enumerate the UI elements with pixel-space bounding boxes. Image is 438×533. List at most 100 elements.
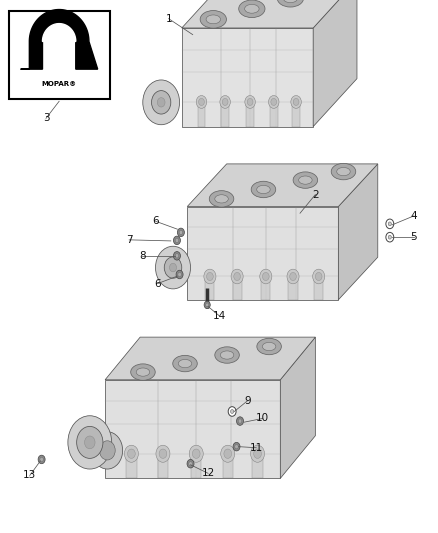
Text: 9: 9 [244,396,251,406]
Ellipse shape [262,342,276,351]
Circle shape [386,219,394,229]
Circle shape [178,272,181,277]
Ellipse shape [173,356,197,372]
Ellipse shape [293,172,318,188]
Circle shape [127,449,135,458]
Bar [233,274,242,300]
Ellipse shape [220,351,234,359]
Text: 6: 6 [154,279,161,288]
Circle shape [189,445,203,462]
Polygon shape [105,379,280,479]
Ellipse shape [239,0,265,18]
Bar [126,451,137,479]
Text: 4: 4 [410,211,417,221]
Ellipse shape [215,347,239,364]
Bar [158,451,168,479]
Ellipse shape [178,359,192,368]
Ellipse shape [244,4,259,13]
Circle shape [38,455,45,464]
Polygon shape [338,164,378,300]
Text: 5: 5 [410,232,417,242]
Circle shape [293,99,299,106]
Bar [223,451,233,479]
Ellipse shape [131,364,155,381]
Circle shape [251,445,265,462]
Circle shape [290,272,297,280]
Bar [205,274,215,300]
Circle shape [238,419,242,423]
Bar [246,99,254,127]
Text: 8: 8 [139,251,146,261]
Circle shape [173,236,180,245]
Ellipse shape [215,195,228,203]
Circle shape [179,230,183,235]
Circle shape [143,80,180,125]
Circle shape [155,246,191,289]
Text: 7: 7 [126,235,133,245]
Circle shape [247,99,253,106]
Text: 14: 14 [212,311,226,320]
Text: 6: 6 [152,216,159,226]
Circle shape [164,257,182,278]
Circle shape [237,417,244,425]
Bar [9,11,110,99]
Text: 11: 11 [250,443,263,453]
Circle shape [268,95,279,108]
Circle shape [99,441,115,460]
Polygon shape [182,28,313,127]
Circle shape [287,269,299,284]
Circle shape [204,301,210,309]
Polygon shape [105,337,315,379]
Bar [252,451,263,479]
Circle shape [224,449,232,458]
Text: MOPAR®: MOPAR® [42,80,77,87]
Ellipse shape [206,15,220,24]
Bar [270,99,278,127]
Circle shape [271,99,277,106]
Circle shape [152,91,171,114]
Circle shape [192,449,200,458]
Polygon shape [187,164,378,206]
Circle shape [221,445,235,462]
Circle shape [77,426,103,458]
Ellipse shape [299,176,312,184]
Circle shape [175,254,179,258]
Circle shape [159,449,167,458]
Circle shape [176,270,183,279]
Circle shape [230,409,234,414]
Circle shape [68,416,112,469]
Circle shape [124,445,138,462]
Circle shape [196,95,207,108]
Ellipse shape [331,163,356,180]
Bar [191,451,201,479]
Circle shape [157,98,165,107]
Circle shape [245,95,255,108]
Circle shape [189,462,192,466]
Circle shape [220,95,230,108]
Ellipse shape [283,0,297,3]
Bar [261,274,270,300]
Circle shape [388,222,392,226]
Polygon shape [42,23,76,42]
Circle shape [262,272,269,280]
Ellipse shape [200,11,226,28]
Text: 10: 10 [256,414,269,423]
Circle shape [40,457,43,462]
Ellipse shape [337,167,350,176]
Polygon shape [182,0,357,28]
Circle shape [177,228,184,237]
Circle shape [315,272,322,280]
Circle shape [231,269,243,284]
Circle shape [388,235,392,239]
Circle shape [234,272,240,280]
Bar [198,99,205,127]
Text: 12: 12 [201,469,215,478]
Text: 2: 2 [312,190,319,199]
Ellipse shape [277,0,304,7]
Bar [289,274,297,300]
Circle shape [207,272,213,280]
Bar [292,99,300,127]
Circle shape [228,407,236,416]
Bar [314,274,323,300]
Ellipse shape [136,368,150,376]
